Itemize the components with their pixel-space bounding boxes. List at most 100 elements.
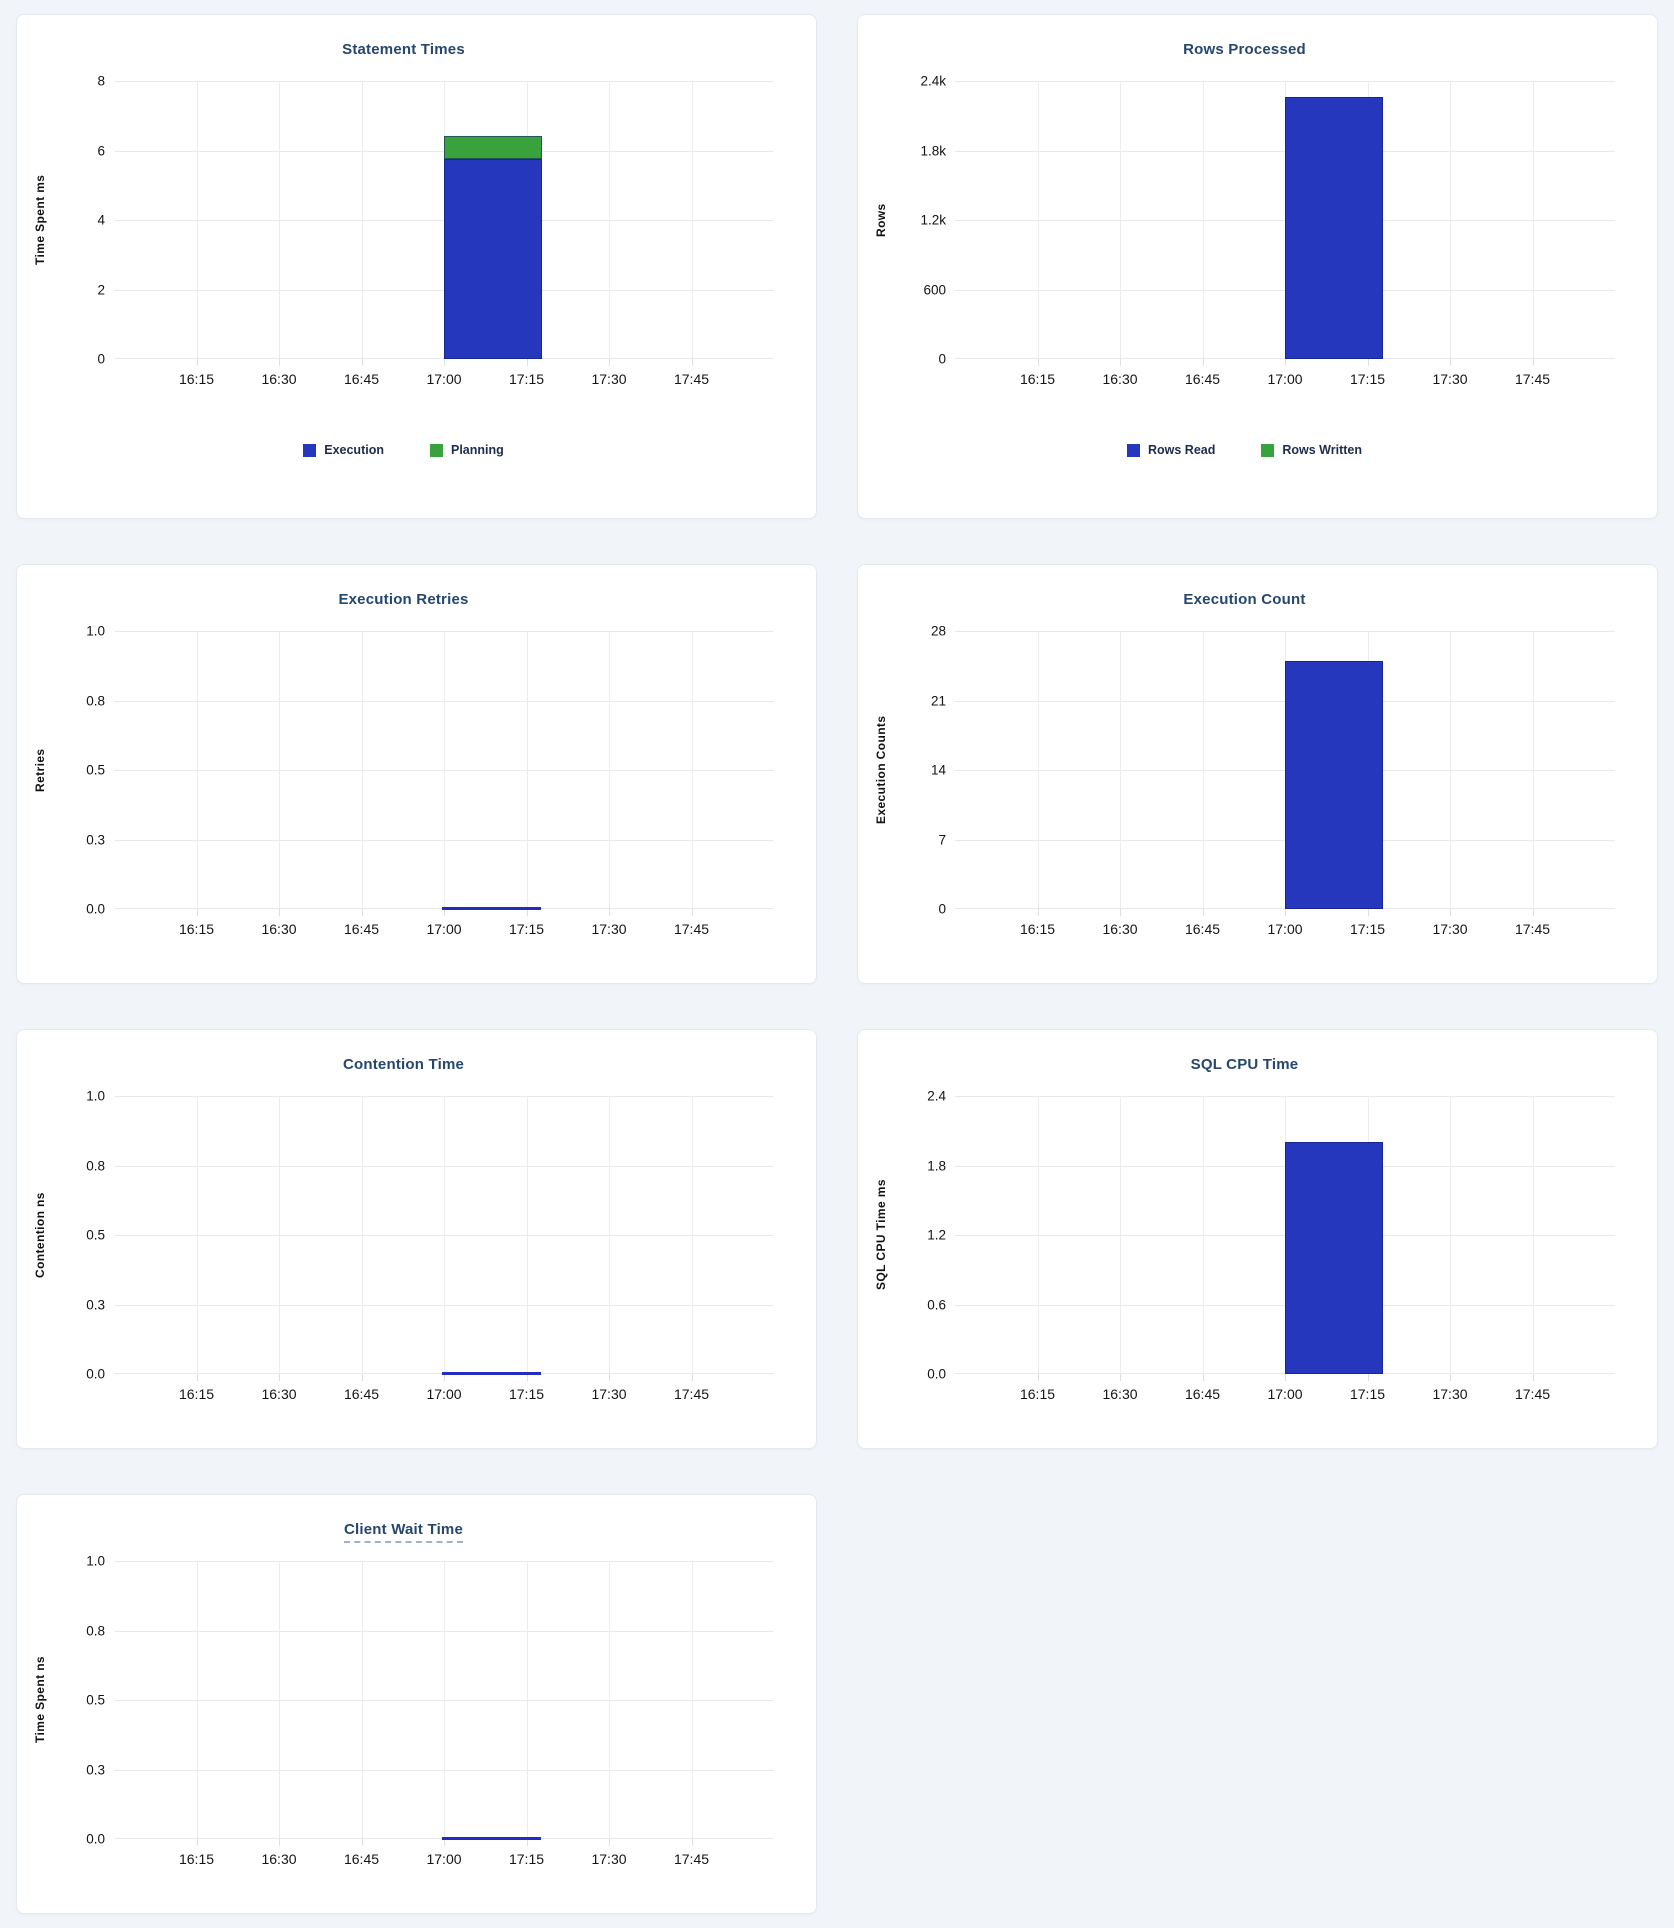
- zero-value-line: [442, 1372, 542, 1375]
- gridline-vertical: [279, 631, 280, 909]
- chart-title-text: SQL CPU Time: [1190, 1056, 1299, 1073]
- gridline-vertical: [609, 1096, 610, 1374]
- x-tick: 17:15: [1349, 371, 1386, 387]
- x-tick: 17:15: [1349, 1386, 1386, 1402]
- x-tick: 17:45: [1514, 921, 1551, 937]
- x-tick: 16:30: [1102, 921, 1138, 937]
- x-tick: 17:45: [1514, 1386, 1551, 1402]
- bar-segment: [1285, 660, 1383, 909]
- y-tick: 0: [938, 351, 946, 367]
- chart-card-statement-times: Statement Times Time Spent ms 8 6 4 2 0 …: [16, 14, 817, 519]
- gridline-vertical: [691, 631, 693, 909]
- x-axis-tick-mark: [279, 1839, 280, 1846]
- x-axis-tick-mark: [279, 1374, 280, 1381]
- chart-body: Time Spent ns 1.0 0.8 0.5 0.3 0.0 16:15 …: [33, 1554, 774, 1873]
- chart-title-text: Rows Processed: [1183, 41, 1306, 58]
- x-axis-tick-mark: [1037, 909, 1039, 916]
- x-tick: 16:15: [178, 921, 215, 937]
- bar-17:00: [1285, 1096, 1383, 1374]
- x-tick: 17:45: [673, 1386, 710, 1402]
- x-axis-ticks: 16:15 16:30 16:45 17:00 17:15 17:30 17:4…: [114, 909, 774, 943]
- x-tick: 16:15: [178, 371, 215, 387]
- chart-body: Execution Counts 28 21 14 7 0 16:15 16:3…: [874, 624, 1615, 943]
- chart-card-rows-processed: Rows Processed Rows 2.4k 1.8k 1.2k 600 0…: [857, 14, 1658, 519]
- x-tick: 16:30: [261, 1851, 297, 1867]
- y-axis-ticks: 2.4k 1.8k 1.2k 600 0: [900, 74, 955, 367]
- x-tick: 16:15: [1019, 371, 1056, 387]
- y-tick: 1.2k: [920, 212, 946, 228]
- gridline-vertical: [444, 631, 445, 909]
- legend-item-planning[interactable]: Planning: [429, 443, 504, 457]
- y-tick: 0.5: [86, 762, 105, 778]
- legend-item-rows-read[interactable]: Rows Read: [1126, 443, 1215, 457]
- x-tick: 17:30: [1432, 1386, 1468, 1402]
- y-axis-ticks: 2.4 1.8 1.2 0.6 0.0: [900, 1089, 955, 1382]
- y-tick: 1.0: [86, 1553, 105, 1569]
- gridline-vertical: [196, 1096, 198, 1374]
- plot-area: [955, 81, 1615, 366]
- gridline-vertical: [196, 81, 198, 359]
- x-axis-tick-mark: [1285, 1374, 1286, 1381]
- chart-title-text-tooltip[interactable]: Client Wait Time: [343, 1521, 464, 1543]
- gridline-vertical: [609, 631, 610, 909]
- y-axis-label: SQL CPU Time ms: [874, 1179, 888, 1291]
- x-axis-tick-mark: [691, 359, 693, 366]
- y-tick: 0.0: [86, 1366, 105, 1382]
- chart-title: Contention Time: [33, 1056, 774, 1074]
- x-axis-tick-mark: [1450, 1374, 1451, 1381]
- x-axis-tick-mark: [1367, 1374, 1369, 1381]
- x-tick: 17:00: [1267, 371, 1303, 387]
- x-tick: 17:45: [673, 921, 710, 937]
- legend-item-rows-written[interactable]: Rows Written: [1261, 443, 1362, 457]
- x-tick: 17:45: [673, 1851, 710, 1867]
- x-tick: 17:30: [591, 1851, 627, 1867]
- x-tick: 17:45: [673, 371, 710, 387]
- x-tick: 17:30: [591, 371, 627, 387]
- y-tick: 2: [97, 282, 105, 297]
- x-axis-tick-mark: [1285, 909, 1286, 916]
- chart-card-sql-cpu-time: SQL CPU Time SQL CPU Time ms 2.4 1.8 1.2…: [857, 1029, 1658, 1449]
- y-axis-label: Time Spent ms: [33, 174, 47, 266]
- y-tick: 0: [938, 901, 946, 917]
- x-tick: 17:00: [1267, 921, 1303, 937]
- x-axis-tick-mark: [1202, 909, 1204, 916]
- gridline-vertical: [526, 1561, 528, 1839]
- y-tick: 0.3: [86, 832, 105, 847]
- y-tick: 1.0: [86, 623, 105, 639]
- y-tick: 0.8: [86, 693, 105, 708]
- gridline-vertical: [444, 1096, 445, 1374]
- gridline-vertical: [1037, 81, 1039, 359]
- x-tick: 17:00: [1267, 1386, 1303, 1402]
- x-tick: 16:45: [1184, 1386, 1221, 1402]
- bar-segment-rows-read: [1285, 97, 1383, 359]
- x-axis-tick-mark: [691, 1839, 693, 1846]
- x-axis-ticks: 16:15 16:30 16:45 17:00 17:15 17:30 17:4…: [114, 1839, 774, 1873]
- x-axis-tick-mark: [1202, 359, 1204, 366]
- x-axis-tick-mark: [1532, 1374, 1534, 1381]
- x-axis-tick-mark: [1367, 359, 1369, 366]
- gridline-vertical: [1202, 631, 1204, 909]
- x-tick: 17:15: [508, 921, 545, 937]
- gridline-vertical: [361, 1561, 363, 1839]
- gridline-vertical: [1532, 631, 1534, 909]
- gridline-vertical: [609, 1561, 610, 1839]
- legend-item-execution[interactable]: Execution: [303, 443, 384, 457]
- x-axis-ticks: 16:15 16:30 16:45 17:00 17:15 17:30 17:4…: [955, 909, 1615, 943]
- y-tick: 4: [97, 212, 105, 228]
- plot-area: [955, 631, 1615, 916]
- gridline-vertical: [1037, 1096, 1039, 1374]
- x-tick: 16:45: [1184, 921, 1221, 937]
- bar-segment-planning: [444, 135, 542, 160]
- y-axis-ticks: 8 6 4 2 0: [59, 74, 114, 367]
- x-axis-tick-mark: [279, 909, 280, 916]
- y-axis-label: Rows: [874, 203, 888, 237]
- x-axis-tick-mark: [1037, 359, 1039, 366]
- gridline-vertical: [1037, 631, 1039, 909]
- x-axis-ticks: 16:15 16:30 16:45 17:00 17:15 17:30 17:4…: [955, 359, 1615, 393]
- x-axis-tick-mark: [526, 1839, 528, 1846]
- chart-body: Time Spent ms 8 6 4 2 0 16:15 16:30 16:4…: [33, 74, 774, 393]
- chart-title-text: Statement Times: [342, 41, 465, 58]
- x-axis-tick-mark: [609, 359, 610, 366]
- y-tick: 2.4: [927, 1088, 946, 1104]
- legend-swatch-planning: [429, 443, 443, 457]
